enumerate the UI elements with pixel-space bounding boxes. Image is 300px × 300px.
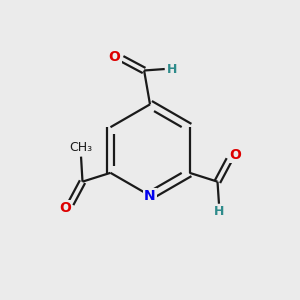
Text: N: N [144, 189, 156, 202]
Text: O: O [109, 50, 121, 64]
Text: CH₃: CH₃ [70, 141, 93, 154]
Text: H: H [167, 62, 177, 76]
Text: O: O [59, 201, 71, 215]
Text: H: H [214, 206, 224, 218]
Text: O: O [229, 148, 241, 162]
